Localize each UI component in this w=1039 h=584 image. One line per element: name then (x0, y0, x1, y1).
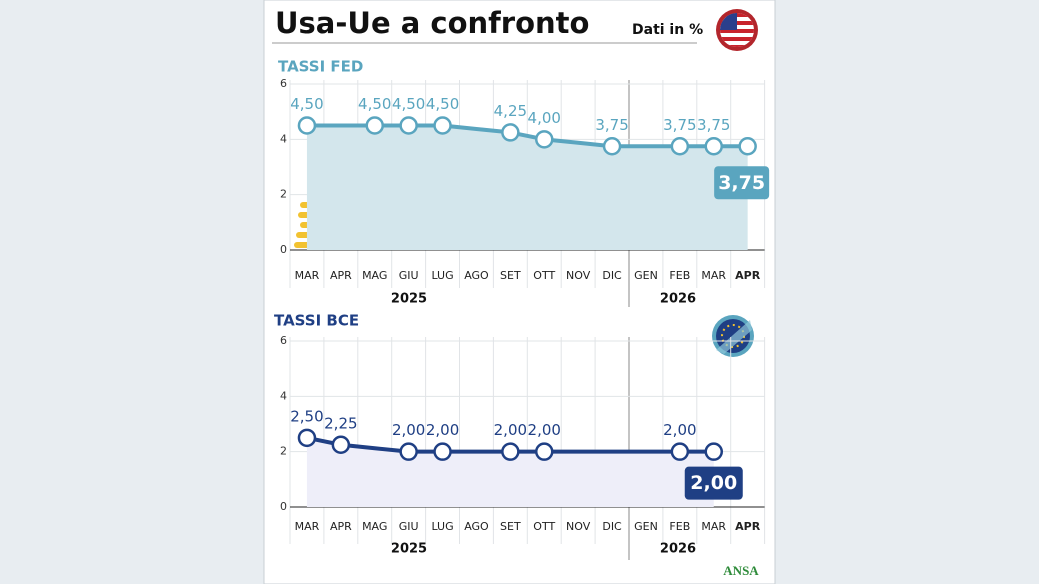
point (433, 442, 452, 461)
x-tick-label: FEB (669, 269, 690, 282)
point (670, 442, 690, 461)
value-label: 4,25 (494, 102, 527, 120)
point (297, 116, 317, 135)
y-tick-label: 2 (280, 445, 287, 458)
value-label: 2,00 (494, 421, 527, 439)
area (306, 125, 748, 250)
current-value-box (684, 466, 743, 500)
x-tick-label: LUG (431, 520, 453, 533)
point (365, 116, 384, 135)
x-tick-label: FEB (669, 520, 690, 533)
us-flag-icon (716, 9, 758, 51)
value-label: 4,50 (358, 95, 391, 113)
chart-title: TASSI FED (278, 58, 363, 76)
point (399, 442, 418, 461)
x-tick-label: GIU (399, 520, 419, 533)
y-tick-label: 4 (280, 389, 287, 402)
point (433, 116, 452, 135)
value-label: 3,75 (663, 116, 696, 134)
y-tick-label: 4 (280, 132, 287, 145)
value-label: 2,00 (426, 421, 459, 439)
y-tick-label: 6 (280, 334, 287, 347)
x-tick-label: APR (735, 520, 761, 533)
y-tick-label: 2 (280, 188, 287, 201)
value-label: 2,00 (663, 421, 696, 439)
year-label: 2026 (660, 542, 696, 557)
x-tick-label: GEN (634, 269, 658, 282)
value-label: 2,50 (290, 407, 323, 425)
y-tick-label: 6 (280, 77, 287, 90)
x-tick-label: DIC (602, 269, 622, 282)
value-label: 4,50 (426, 95, 459, 113)
x-tick-label: APR (330, 520, 352, 533)
point (670, 137, 690, 156)
x-tick-label: MAR (295, 269, 320, 282)
subtitle: Dati in % (632, 22, 703, 38)
y-tick-label: 0 (280, 243, 287, 256)
year-label: 2025 (391, 292, 427, 307)
year-label: 2026 (660, 292, 696, 307)
x-tick-label: SET (500, 520, 521, 533)
x-tick-label: APR (330, 269, 352, 282)
point (535, 130, 554, 149)
value-label: 3,75 (595, 116, 628, 134)
x-tick-label: MAG (362, 269, 387, 282)
current-value-label: 3,75 (718, 172, 765, 194)
x-tick-label: OTT (533, 520, 555, 533)
x-tick-label: MAR (295, 520, 320, 533)
x-tick-label: MAR (701, 520, 726, 533)
point (297, 428, 317, 448)
title: Usa-Ue a confronto (275, 6, 589, 40)
value-label: 4,50 (290, 95, 323, 113)
point (501, 442, 520, 461)
current-value-label: 2,00 (690, 472, 737, 494)
x-tick-label: APR (735, 269, 761, 282)
value-label: 4,50 (392, 95, 425, 113)
point (399, 116, 418, 135)
x-tick-label: GIU (399, 269, 419, 282)
x-tick-label: MAR (701, 269, 726, 282)
x-tick-label: LUG (431, 269, 453, 282)
x-tick-label: NOV (566, 520, 591, 533)
x-tick-label: OTT (533, 269, 555, 282)
x-tick-label: MAG (362, 520, 387, 533)
point (704, 442, 723, 461)
chart-title: TASSI BCE (274, 312, 359, 330)
point (331, 435, 351, 454)
point (501, 123, 520, 142)
eu-icon (712, 315, 754, 357)
x-tick-label: DIC (602, 520, 622, 533)
current-value-box (714, 166, 770, 200)
x-tick-label: SET (500, 269, 521, 282)
y-tick-label: 0 (280, 500, 287, 513)
point (704, 137, 723, 156)
value-label: 2,00 (392, 421, 425, 439)
point (738, 137, 757, 156)
point (535, 442, 554, 461)
value-label: 2,25 (324, 414, 357, 432)
x-tick-label: AGO (464, 520, 489, 533)
x-tick-label: GEN (634, 520, 658, 533)
value-label: 3,75 (697, 116, 730, 134)
value-label: 2,00 (528, 421, 561, 439)
point (602, 137, 622, 156)
x-tick-label: AGO (464, 269, 489, 282)
year-label: 2025 (391, 542, 427, 557)
source: ANSA (723, 563, 759, 578)
value-label: 4,00 (528, 109, 561, 127)
x-tick-label: NOV (566, 269, 591, 282)
